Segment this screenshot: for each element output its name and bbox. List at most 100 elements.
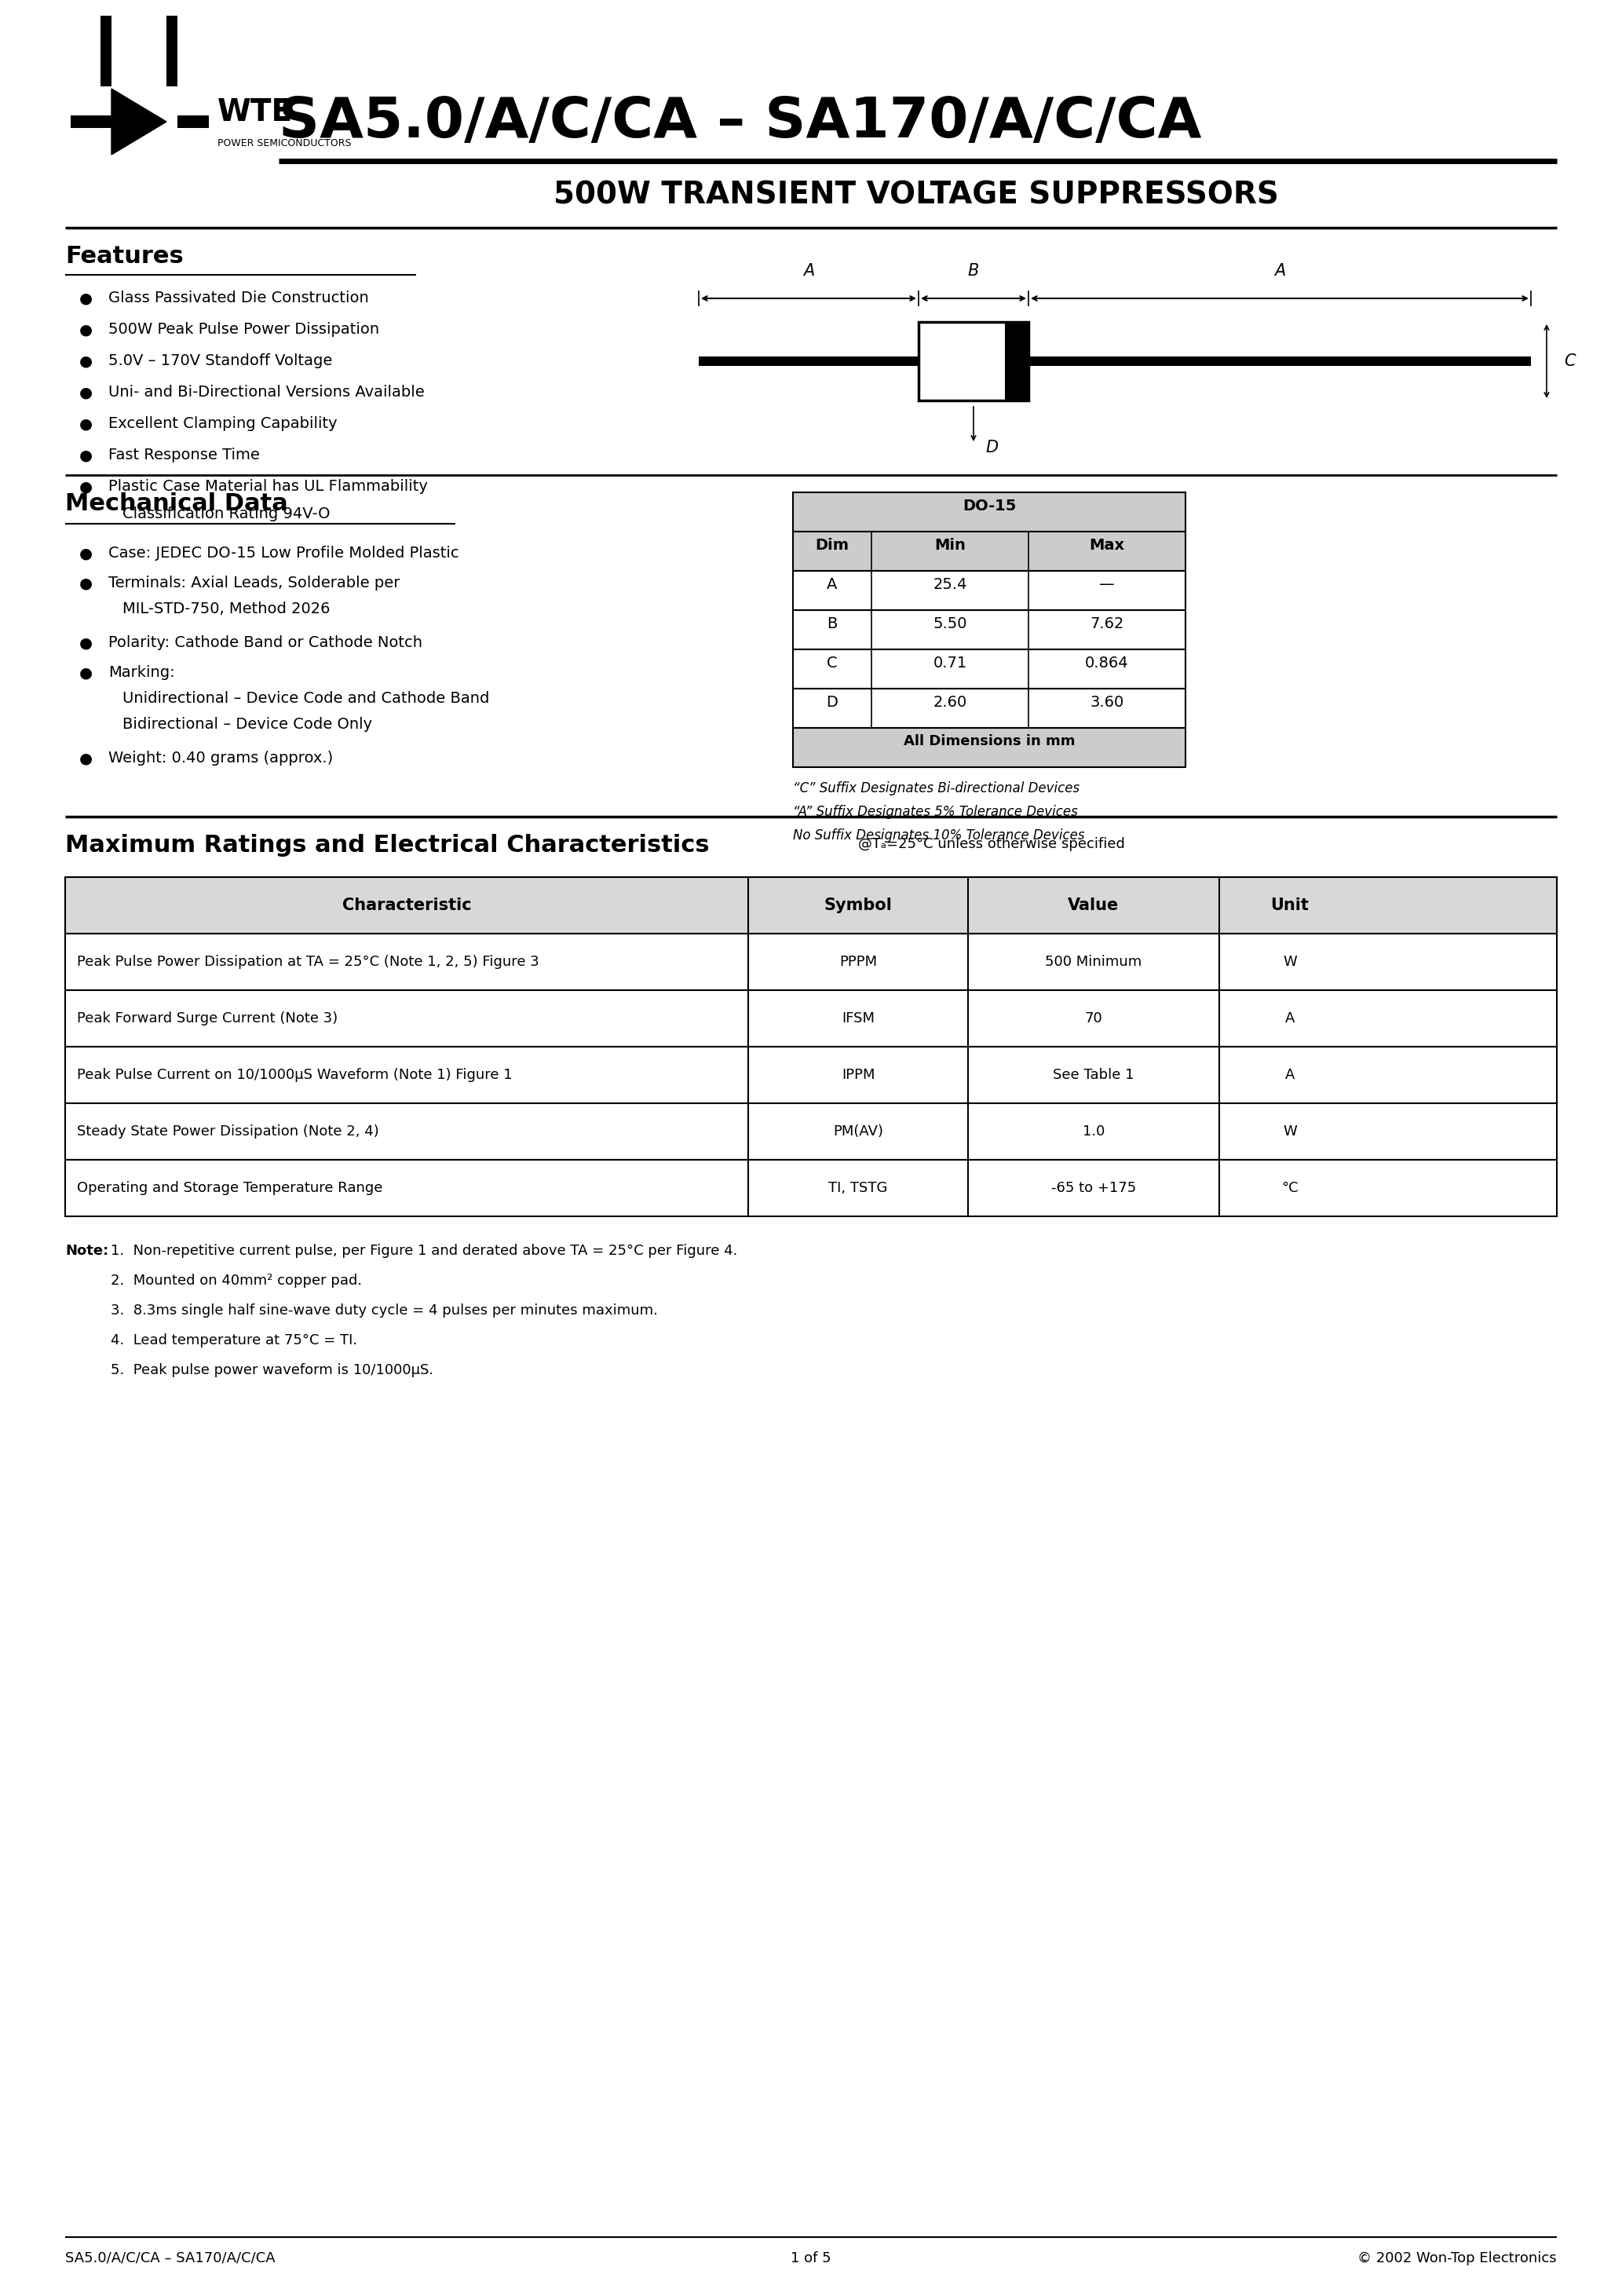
Text: A: A [1285,1010,1294,1026]
Text: ●: ● [79,416,92,432]
Text: Min: Min [934,537,965,553]
Text: Excellent Clamping Capability: Excellent Clamping Capability [109,416,337,432]
Text: Peak Pulse Current on 10/1000μS Waveform (Note 1) Figure 1: Peak Pulse Current on 10/1000μS Waveform… [76,1068,513,1081]
Text: C: C [1564,354,1575,370]
Text: No Suffix Designates 10% Tolerance Devices: No Suffix Designates 10% Tolerance Devic… [793,829,1085,843]
Text: Unit: Unit [1270,898,1309,914]
Text: W: W [1283,955,1298,969]
Text: 5.50: 5.50 [933,615,967,631]
Text: A: A [1285,1068,1294,1081]
Text: @Tₐ=25°C unless otherwise specified: @Tₐ=25°C unless otherwise specified [858,838,1126,852]
Bar [793,650,1186,689]
Text: 4.  Lead temperature at 75°C = TI.: 4. Lead temperature at 75°C = TI. [110,1334,357,1348]
Text: DO-15: DO-15 [962,498,1015,514]
Text: A: A [1275,264,1285,278]
Text: IPPM: IPPM [842,1068,874,1081]
Text: Case: JEDEC DO-15 Low Profile Molded Plastic: Case: JEDEC DO-15 Low Profile Molded Pla… [109,546,459,560]
Text: Operating and Storage Temperature Range: Operating and Storage Temperature Range [76,1180,383,1196]
Text: Value: Value [1067,898,1119,914]
Bar [65,1047,1557,1104]
Text: D: D [826,696,839,709]
Text: ●: ● [79,292,92,305]
Text: All Dimensions in mm: All Dimensions in mm [903,735,1075,748]
Text: 7.62: 7.62 [1090,615,1124,631]
Text: Features: Features [65,246,183,269]
Bar [177,115,209,129]
Bar [71,115,141,129]
Text: A: A [827,576,837,592]
Text: Classification Rating 94V-O: Classification Rating 94V-O [123,507,331,521]
Text: 0.71: 0.71 [933,657,967,670]
Text: TI, TSTG: TI, TSTG [829,1180,887,1196]
Bar [793,491,1186,533]
Text: B: B [968,264,980,278]
Text: 5.  Peak pulse power waveform is 10/1000μS.: 5. Peak pulse power waveform is 10/1000μ… [110,1364,433,1378]
Text: ●: ● [79,354,92,367]
Text: © 2002 Won-Top Electronics: © 2002 Won-Top Electronics [1358,2252,1557,2266]
Text: SA5.0/A/C/CA – SA170/A/C/CA: SA5.0/A/C/CA – SA170/A/C/CA [65,2252,276,2266]
Text: Symbol: Symbol [824,898,892,914]
Text: -65 to +175: -65 to +175 [1051,1180,1135,1196]
Text: ●: ● [79,576,92,590]
Text: MIL-STD-750, Method 2026: MIL-STD-750, Method 2026 [123,602,331,615]
Text: 3.60: 3.60 [1090,696,1124,709]
Text: IFSM: IFSM [842,1010,874,1026]
Text: Polarity: Cathode Band or Cathode Notch: Polarity: Cathode Band or Cathode Notch [109,636,422,650]
Text: 500 Minimum: 500 Minimum [1045,955,1142,969]
Bar [65,990,1557,1047]
Text: ●: ● [79,480,92,494]
Text: 1.  Non-repetitive current pulse, per Figure 1 and derated above TA = 25°C per F: 1. Non-repetitive current pulse, per Fig… [110,1244,738,1258]
Bar [1028,356,1531,365]
Text: Max: Max [1090,537,1124,553]
Text: C: C [827,657,837,670]
Bar [65,934,1557,990]
Text: WTE: WTE [217,96,294,126]
Bar [167,16,177,87]
Text: “C” Suffix Designates Bi-directional Devices: “C” Suffix Designates Bi-directional Dev… [793,781,1080,794]
Text: Plastic Case Material has UL Flammability: Plastic Case Material has UL Flammabilit… [109,480,428,494]
Text: ●: ● [79,546,92,560]
Text: Bidirectional – Device Code Only: Bidirectional – Device Code Only [123,716,371,732]
Text: ●: ● [79,448,92,461]
Text: Dim: Dim [816,537,848,553]
Bar [793,689,1186,728]
Text: Steady State Power Dissipation (Note 2, 4): Steady State Power Dissipation (Note 2, … [76,1125,380,1139]
Text: Fast Response Time: Fast Response Time [109,448,260,461]
Bar [1006,321,1028,400]
Bar [793,611,1186,650]
Bar [65,877,1557,934]
Bar [793,572,1186,611]
Bar [65,1104,1557,1159]
Text: °C: °C [1281,1180,1298,1196]
Text: 500W TRANSIENT VOLTAGE SUPPRESSORS: 500W TRANSIENT VOLTAGE SUPPRESSORS [553,179,1278,209]
Text: Uni- and Bi-Directional Versions Available: Uni- and Bi-Directional Versions Availab… [109,386,425,400]
Text: Terminals: Axial Leads, Solderable per: Terminals: Axial Leads, Solderable per [109,576,401,590]
Text: D: D [985,441,998,455]
Text: See Table 1: See Table 1 [1053,1068,1134,1081]
Text: ●: ● [79,386,92,400]
Text: ●: ● [79,321,92,338]
Bar [793,728,1186,767]
Text: A: A [803,264,814,278]
Text: Peak Pulse Power Dissipation at TA = 25°C (Note 1, 2, 5) Figure 3: Peak Pulse Power Dissipation at TA = 25°… [76,955,539,969]
Text: ●: ● [79,636,92,650]
Text: Unidirectional – Device Code and Cathode Band: Unidirectional – Device Code and Cathode… [123,691,490,705]
Text: 500W Peak Pulse Power Dissipation: 500W Peak Pulse Power Dissipation [109,321,380,338]
Text: ●: ● [79,751,92,765]
Text: Maximum Ratings and Electrical Characteristics: Maximum Ratings and Electrical Character… [65,833,709,856]
Bar [699,356,918,365]
Text: 5.0V – 170V Standoff Voltage: 5.0V – 170V Standoff Voltage [109,354,333,367]
Text: Peak Forward Surge Current (Note 3): Peak Forward Surge Current (Note 3) [76,1010,337,1026]
Text: PM(AV): PM(AV) [834,1125,884,1139]
Text: Glass Passivated Die Construction: Glass Passivated Die Construction [109,292,368,305]
Bar [793,533,1186,572]
Text: 3.  8.3ms single half sine-wave duty cycle = 4 pulses per minutes maximum.: 3. 8.3ms single half sine-wave duty cycl… [110,1304,659,1318]
Text: W: W [1283,1125,1298,1139]
Polygon shape [112,90,167,154]
Text: Characteristic: Characteristic [342,898,472,914]
Text: 70: 70 [1085,1010,1103,1026]
Text: SA5.0/A/C/CA – SA170/A/C/CA: SA5.0/A/C/CA – SA170/A/C/CA [279,94,1202,149]
Text: B: B [827,615,837,631]
Bar [101,16,112,87]
Bar [65,1159,1557,1217]
